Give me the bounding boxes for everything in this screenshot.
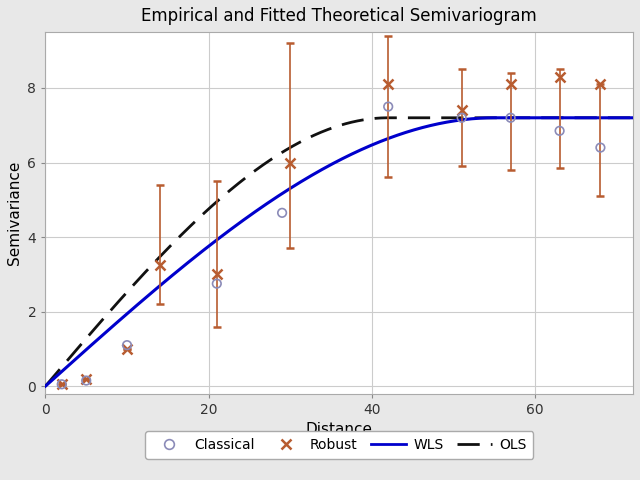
Classical — [456, 114, 467, 121]
X-axis label: Distance: Distance — [306, 422, 372, 437]
Classical — [212, 280, 222, 288]
Y-axis label: Semivariance: Semivariance — [7, 161, 22, 265]
Classical — [595, 144, 605, 152]
Classical — [506, 114, 516, 121]
Classical — [277, 209, 287, 216]
Legend: Classical, Robust, WLS, OLS: Classical, Robust, WLS, OLS — [145, 431, 533, 459]
Classical — [383, 103, 394, 110]
Classical — [81, 377, 92, 384]
Classical — [56, 381, 67, 388]
Classical — [122, 341, 132, 349]
Title: Empirical and Fitted Theoretical Semivariogram: Empirical and Fitted Theoretical Semivar… — [141, 7, 537, 25]
Classical — [554, 127, 564, 135]
